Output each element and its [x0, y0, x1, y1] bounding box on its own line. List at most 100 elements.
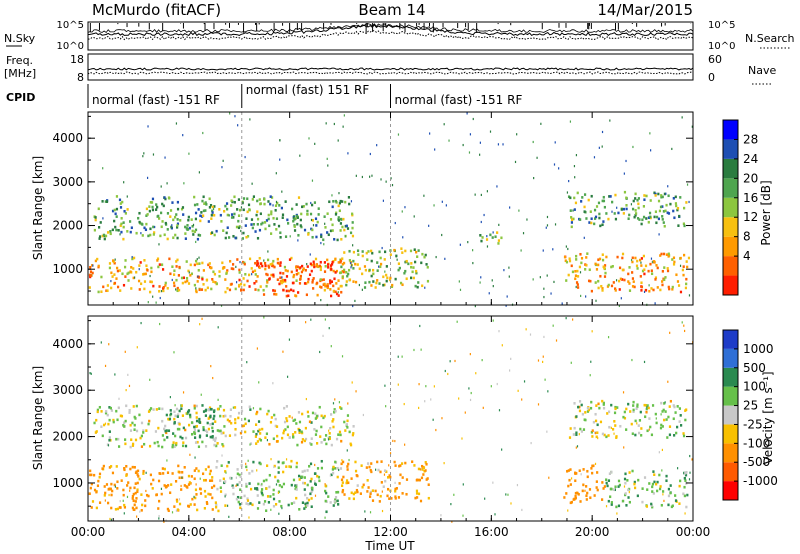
scatter-cell	[429, 132, 431, 135]
scatter-cell	[238, 268, 241, 272]
scatter-cell	[158, 407, 161, 410]
scatter-cell	[372, 268, 375, 272]
scatter-cell	[182, 276, 185, 280]
scatter-cell	[586, 252, 589, 255]
scatter-cell	[405, 492, 408, 496]
scatter-cell	[394, 464, 397, 467]
scatter-cell	[230, 282, 233, 286]
scatter-cell	[664, 410, 667, 413]
scatter-cell	[213, 272, 217, 276]
scatter-cell	[150, 266, 153, 270]
scatter-cell	[387, 476, 390, 479]
scatter-cell	[268, 485, 271, 489]
scatter-cell	[200, 288, 204, 291]
scatter-cell	[619, 277, 622, 281]
scatter-cell	[613, 411, 617, 415]
scatter-cell	[398, 464, 401, 468]
scatter-cell	[574, 201, 578, 205]
scatter-cell	[580, 200, 583, 203]
scatter-cell	[159, 234, 162, 238]
scatter-cell	[599, 224, 602, 228]
scatter-cell	[362, 413, 364, 417]
scatter-cell	[225, 272, 228, 275]
freq-tick-bottom: 8	[77, 71, 84, 84]
noise-traces	[87, 23, 694, 41]
scatter-cell	[284, 235, 288, 238]
scatter-cell	[237, 214, 241, 218]
freq-panel: Freq. [MHz] 18 8 60 0 Nave	[4, 53, 776, 85]
scatter-cell	[433, 204, 435, 207]
scatter-cell	[338, 192, 340, 195]
scatter-cell	[378, 250, 381, 254]
scatter-cell	[397, 355, 399, 358]
scatter-cell	[335, 269, 338, 273]
scatter-cell	[176, 226, 179, 229]
scatter-cell	[268, 224, 271, 228]
scatter-cell	[97, 264, 100, 268]
scatter-cell	[272, 264, 275, 268]
scatter-cell	[664, 209, 667, 213]
scatter-cell	[284, 200, 287, 203]
scatter-cell	[291, 281, 295, 285]
scatter-cell	[161, 445, 164, 449]
scatter-cell	[279, 280, 282, 283]
scatter-cell	[145, 222, 148, 226]
scatter-cell	[178, 265, 181, 269]
scatter-cell	[445, 204, 447, 207]
scatter-cell	[356, 263, 359, 266]
scatter-cell	[316, 265, 319, 268]
scatter-cell	[469, 398, 472, 402]
scatter-cell	[332, 418, 335, 421]
scatter-cell	[201, 199, 204, 203]
scatter-cell	[256, 347, 258, 350]
scatter-cell	[313, 201, 317, 204]
scatter-cell	[448, 139, 450, 142]
scatter-cell	[198, 487, 202, 491]
scatter-cell	[301, 438, 304, 441]
scatter-cell	[222, 431, 225, 435]
scatter-cell	[120, 479, 123, 482]
scatter-cell	[342, 460, 345, 464]
scatter-cell	[662, 210, 665, 213]
scatter-cell	[665, 192, 667, 195]
scatter-cell	[89, 469, 92, 473]
scatter-cell	[246, 497, 249, 501]
scatter-cell	[182, 134, 184, 137]
scatter-cell	[345, 224, 348, 228]
scatter-cell	[382, 199, 384, 202]
scatter-cell	[335, 491, 338, 494]
scatter-cell	[450, 502, 452, 506]
scatter-cell	[297, 239, 299, 242]
scatter-cell	[274, 424, 277, 428]
x-tick-label: 00:00	[676, 525, 711, 539]
scatter-cell	[301, 264, 304, 268]
scatter-cell	[303, 228, 307, 232]
scatter-cell	[657, 199, 661, 203]
scatter-cell	[621, 268, 624, 272]
scatter-cell	[674, 411, 677, 414]
scatter-cell	[565, 317, 567, 320]
scatter-cell	[607, 283, 610, 287]
colorbar-cell	[723, 330, 738, 349]
scatter-cell	[261, 221, 264, 225]
scatter-cell	[412, 276, 415, 280]
scatter-cell	[548, 476, 550, 479]
scatter-cell	[103, 237, 106, 241]
scatter-cell	[176, 258, 179, 262]
scatter-cell	[589, 210, 592, 213]
scatter-cell	[674, 494, 677, 497]
scatter-cell	[444, 369, 446, 373]
scatter-cell	[256, 275, 259, 278]
scatter-cell	[178, 422, 181, 426]
scatter-cell	[275, 228, 278, 231]
scatter-cell	[98, 472, 102, 476]
scatter-cell	[278, 204, 281, 207]
scatter-cell	[219, 405, 222, 408]
scatter-cell	[597, 402, 600, 406]
scatter-cell	[420, 348, 422, 351]
nave-trace	[87, 71, 694, 75]
scatter-cell	[288, 258, 292, 261]
scatter-cell	[577, 405, 580, 409]
scatter-cell	[653, 480, 656, 484]
